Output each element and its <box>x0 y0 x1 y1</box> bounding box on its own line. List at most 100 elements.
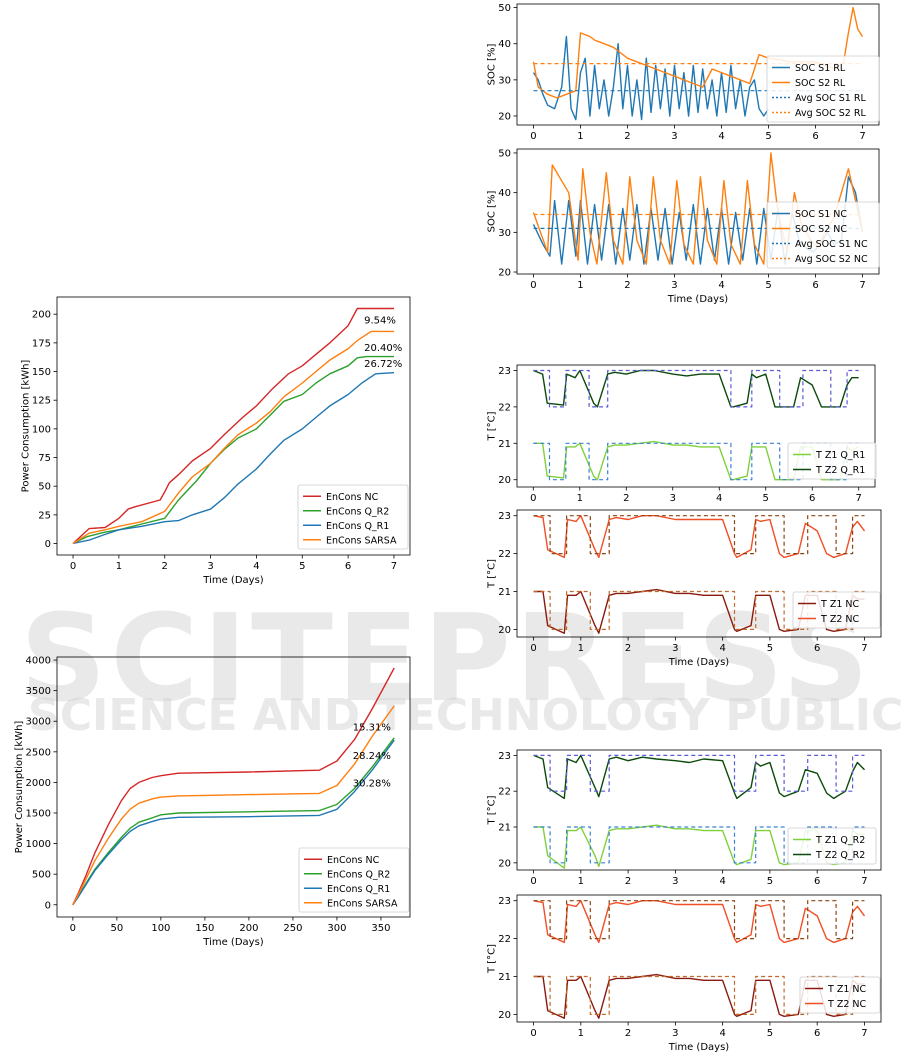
y-tick-label: 23 <box>498 896 511 907</box>
legend-label: Avg SOC S2 NC <box>795 254 868 265</box>
x-axis-label: Time (Days) <box>667 294 729 305</box>
series-line-setpoint-3 <box>533 442 859 481</box>
legend-label: SOC S2 NC <box>795 224 847 235</box>
axes-frame <box>516 749 882 871</box>
x-tick-label: 5 <box>767 643 773 654</box>
series-line-soc-s1-rl <box>532 35 770 121</box>
legend-label: T Z2 Q_R2 <box>815 850 865 861</box>
y-tick-label: 3500 <box>26 686 51 697</box>
legend-label: Avg SOC S2 RL <box>795 108 866 119</box>
x-axis-label: Time (Days) <box>202 937 264 948</box>
y-axis-label: SOC [%] <box>487 191 498 233</box>
soc-rl-chart: 0 1 2 3 4 5 6 7 20 30 40 50 SOC [%] SOC S1 RL SOC S2 R… <box>487 3 880 142</box>
legend-box <box>766 55 880 123</box>
y-tick-label: 0 <box>45 539 51 550</box>
soc-nc-chart: 0 1 2 3 4 5 6 7 20 30 40 50 Time (Days) SOC [%] SOC S1… <box>487 148 880 305</box>
x-tick-label: 4 <box>719 643 725 654</box>
axes-frame <box>516 509 882 638</box>
y-axis-label: T [°C] <box>487 795 498 825</box>
y-tick-label: 21 <box>498 823 511 834</box>
y-axis-label: T [°C] <box>487 411 498 441</box>
legend-label: T Z2 Q_R1 <box>815 465 865 476</box>
y-tick-label: 175 <box>32 338 51 349</box>
y-tick-label: 75 <box>38 453 51 464</box>
y-axis-label: T [°C] <box>487 944 498 974</box>
y-tick-label: 100 <box>32 424 51 435</box>
percentage-annotation: 9.54% <box>364 315 396 326</box>
x-tick-label: 350 <box>371 923 390 934</box>
y-tick-label: 21 <box>498 587 511 598</box>
y-tick-label: 2500 <box>26 747 51 758</box>
x-tick-label: 3 <box>672 876 678 887</box>
legend-label: T Z2 NC <box>827 999 867 1010</box>
x-tick-label: 5 <box>765 131 771 142</box>
series-line-setpoint-3 <box>533 826 865 864</box>
series-line-encons-sarsa <box>72 705 395 906</box>
y-tick-label: 25 <box>38 510 51 521</box>
x-tick-label: 6 <box>814 643 820 654</box>
x-tick-label: 2 <box>624 131 630 142</box>
axes-frame <box>516 364 876 488</box>
x-tick-label: 3 <box>671 280 677 291</box>
y-tick-label: 22 <box>498 549 511 560</box>
x-tick-label: 1 <box>578 876 584 887</box>
percentage-annotation: 20.40% <box>364 343 402 354</box>
x-tick-label: 7 <box>861 876 867 887</box>
x-tick-label: 6 <box>812 131 818 142</box>
x-tick-label: 3 <box>670 493 676 504</box>
percentage-annotation: 15.31% <box>353 722 391 733</box>
y-tick-label: 50 <box>498 148 511 159</box>
x-tick-label: 4 <box>253 561 259 572</box>
x-tick-label: 3 <box>672 643 678 654</box>
year-power-chart: 0 50 100 150 200 250 300 3500500100015002000250… <box>14 656 411 948</box>
legend-label: EnCons SARSA <box>327 898 398 909</box>
y-tick-label: 20 <box>498 858 511 869</box>
x-tick-label: 2 <box>625 876 631 887</box>
legend-label: T Z1 Q_R1 <box>815 450 865 461</box>
series-line-setpoint-2 <box>533 754 865 792</box>
axes-frame <box>56 656 411 918</box>
x-tick-label: 3 <box>207 561 213 572</box>
axes-frame <box>56 296 411 556</box>
x-tick-label: 0 <box>530 493 536 504</box>
y-tick-label: 1500 <box>26 809 51 820</box>
y-tick-label: 2000 <box>26 778 51 789</box>
series-line-encons-nc <box>72 307 394 545</box>
series-line-encons-q-r2 <box>72 355 394 545</box>
legend-label: Avg SOC S1 NC <box>795 239 868 250</box>
x-tick-label: 5 <box>767 876 773 887</box>
axes-frame <box>516 894 882 1023</box>
x-tick-label: 0 <box>70 561 76 572</box>
y-tick-label: 200 <box>32 310 51 321</box>
legend-label: EnCons SARSA <box>326 535 397 546</box>
x-tick-label: 0 <box>530 643 536 654</box>
series-line-encons-q-r1 <box>72 372 395 545</box>
x-tick-label: 6 <box>814 1028 820 1039</box>
x-tick-label: 0 <box>530 876 536 887</box>
x-tick-label: 0 <box>530 1028 536 1039</box>
y-tick-label: 20 <box>498 625 511 636</box>
x-tick-label: 2 <box>625 643 631 654</box>
legend-label: SOC S2 RL <box>795 78 846 89</box>
series-line-encons-q-r1 <box>72 739 395 906</box>
y-tick-label: 23 <box>498 751 511 762</box>
y-tick-label: 0 <box>45 900 51 911</box>
x-axis-label: Time (Days) <box>668 1042 730 1053</box>
series-line-setpoint-2 <box>533 900 865 940</box>
x-tick-label: 7 <box>391 561 397 572</box>
x-tick-label: 2 <box>623 493 629 504</box>
x-tick-label: 5 <box>763 493 769 504</box>
series-line-t-z2-q-r1 <box>533 369 859 408</box>
x-tick-label: 0 <box>530 131 536 142</box>
y-axis-label: Power Consumption [kWh] <box>20 360 31 493</box>
y-tick-label: 40 <box>498 188 511 199</box>
x-tick-label: 7 <box>859 280 865 291</box>
x-tick-label: 4 <box>719 1028 725 1039</box>
y-axis-label: SOC [%] <box>487 44 498 86</box>
x-tick-label: 0 <box>70 923 76 934</box>
x-tick-label: 5 <box>767 1028 773 1039</box>
x-axis-label: Time (Days) <box>202 575 264 586</box>
legend-label: SOC S1 NC <box>795 209 847 220</box>
